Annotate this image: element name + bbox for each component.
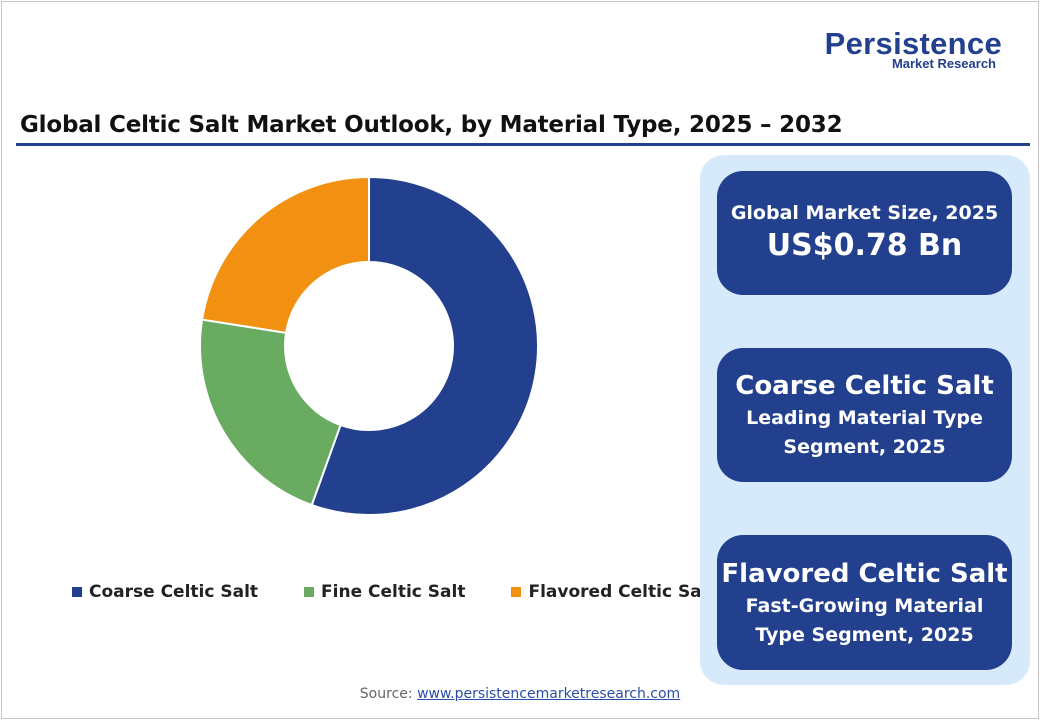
fastest-segment-desc-2: Type Segment, 2025 (755, 623, 974, 646)
market-size-card: Global Market Size, 2025 US$0.78 Bn (717, 171, 1012, 295)
market-size-value: US$0.78 Bn (766, 228, 963, 263)
slice-coarse (310, 175, 539, 516)
slice-flavored (200, 175, 370, 335)
fastest-growing-card: Flavored Celtic Salt Fast-Growing Materi… (717, 535, 1012, 670)
legend-swatch-coarse (72, 587, 82, 597)
source-label: Source: (359, 686, 413, 702)
donut-chart (199, 175, 539, 516)
legend-swatch-fine (304, 587, 315, 597)
legend-item-coarse: Coarse Celtic Salt (72, 582, 258, 602)
slice-fine (199, 318, 342, 507)
fastest-segment-desc-1: Fast-Growing Material (745, 594, 984, 617)
legend-label-flavored: Flavored Celtic Salt (528, 582, 716, 602)
leading-segment-desc-1: Leading Material Type (746, 407, 983, 429)
chart-legend: Coarse Celtic Salt Fine Celtic Salt Flav… (72, 582, 716, 602)
legend-label-coarse: Coarse Celtic Salt (89, 582, 259, 602)
market-size-label: Global Market Size, 2025 (730, 202, 999, 224)
legend-swatch-flavored (511, 587, 522, 597)
logo-sub-text: Market Research (891, 56, 996, 71)
leading-segment-desc-2: Segment, 2025 (783, 436, 946, 458)
logo-main-text: Persistence (824, 26, 1002, 61)
fastest-segment-name: Flavored Celtic Salt (721, 558, 1008, 589)
leading-segment-name: Coarse Celtic Salt (735, 371, 994, 401)
source-note: Source: www.persistencemarketresearch.co… (0, 686, 1040, 702)
legend-item-flavored: Flavored Celtic Salt (511, 582, 716, 602)
leading-segment-card: Coarse Celtic Salt Leading Material Type… (717, 348, 1012, 482)
legend-item-fine: Fine Celtic Salt (304, 582, 465, 602)
legend-label-fine: Fine Celtic Salt (321, 582, 466, 602)
title-divider (16, 143, 1030, 146)
company-logo: Persistence Market Research (797, 28, 1002, 74)
source-link[interactable]: www.persistencemarketresearch.com (417, 686, 681, 702)
chart-title: Global Celtic Salt Market Outlook, by Ma… (20, 112, 843, 138)
